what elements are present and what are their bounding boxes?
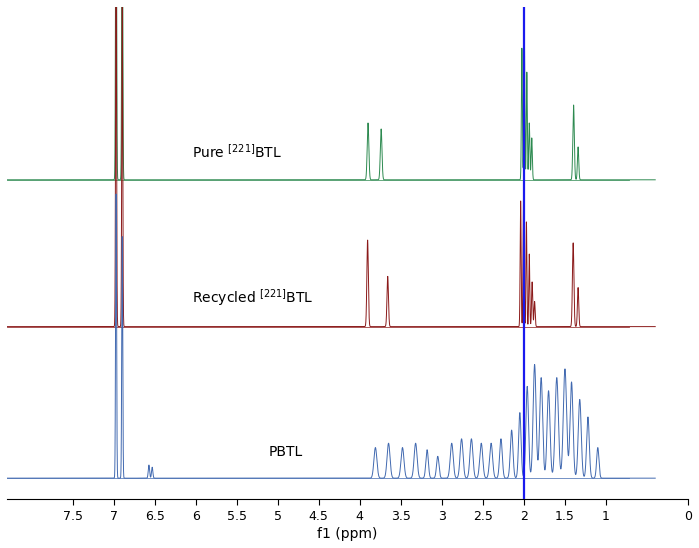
Text: PBTL: PBTL xyxy=(269,445,303,459)
Text: Pure $^{[221]}$BTL: Pure $^{[221]}$BTL xyxy=(192,143,282,161)
Text: Recycled $^{[221]}$BTL: Recycled $^{[221]}$BTL xyxy=(192,287,314,307)
X-axis label: f1 (ppm): f1 (ppm) xyxy=(317,527,377,541)
